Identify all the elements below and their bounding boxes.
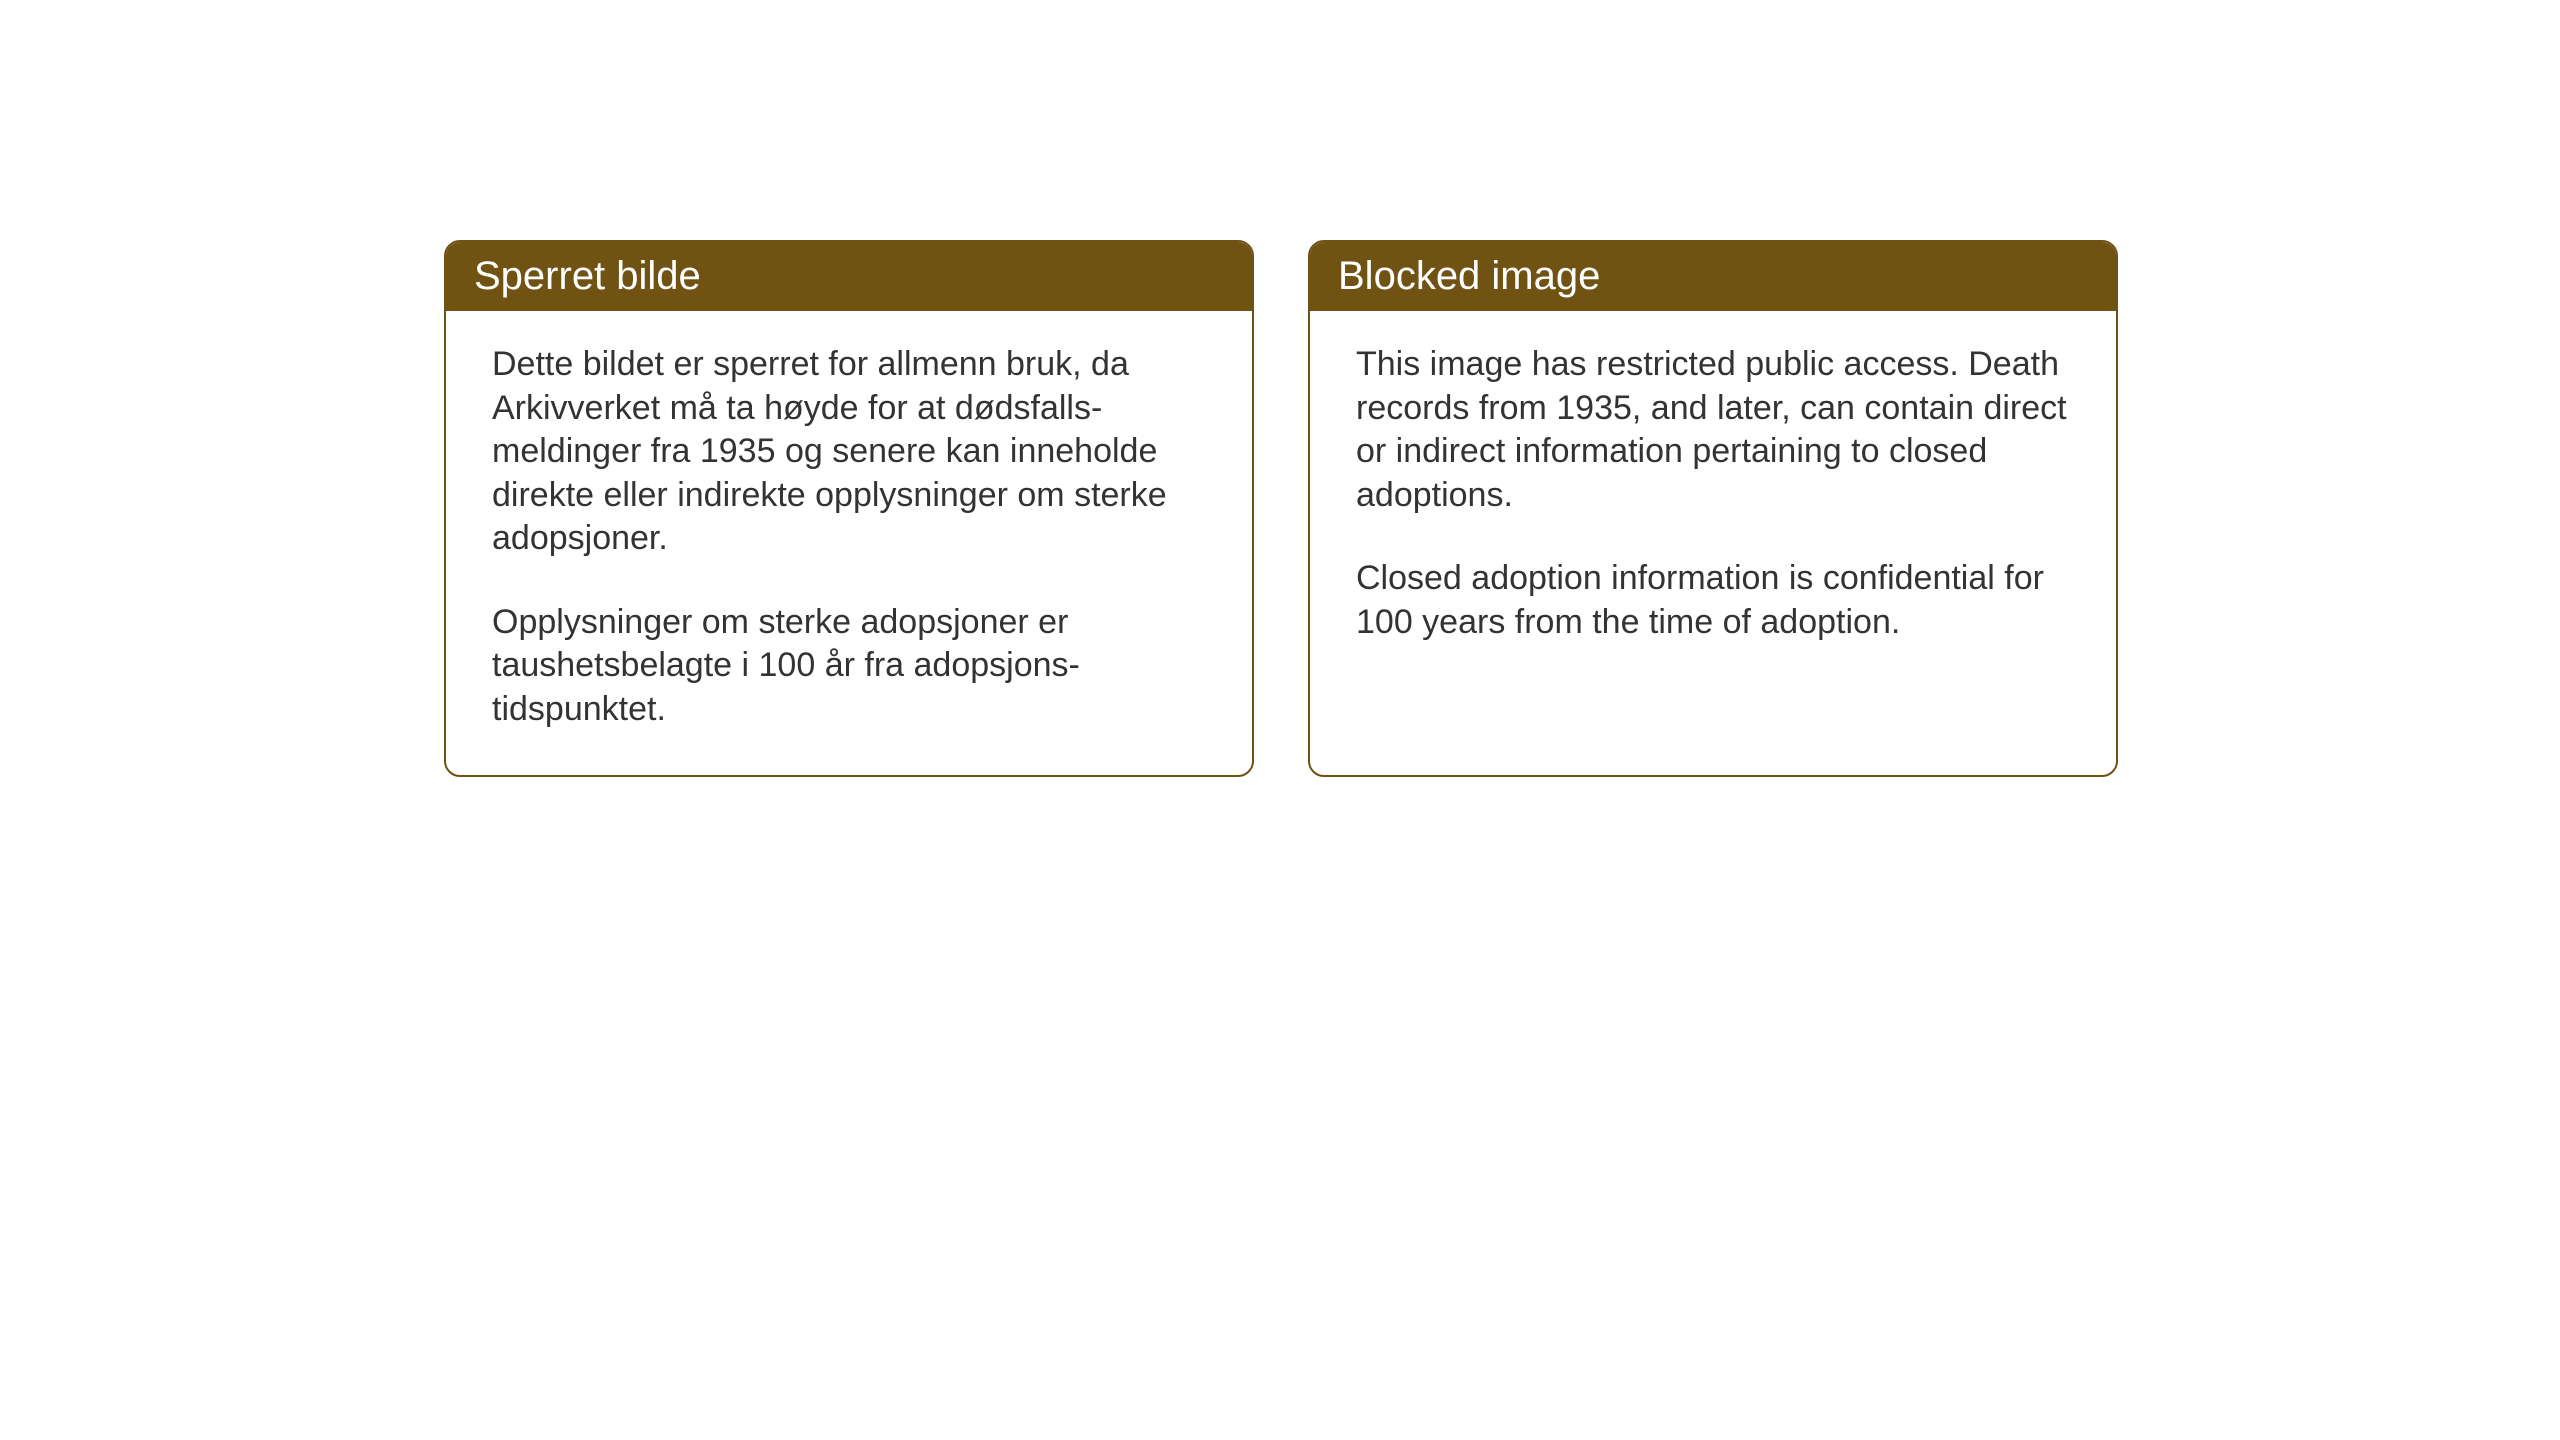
english-paragraph-2: Closed adoption information is confident… [1356,557,2070,644]
english-paragraph-1: This image has restricted public access.… [1356,343,2070,517]
norwegian-card-body: Dette bildet er sperret for allmenn bruk… [446,311,1252,775]
english-card-title: Blocked image [1310,242,2116,311]
norwegian-notice-card: Sperret bilde Dette bildet er sperret fo… [444,240,1254,777]
english-card-body: This image has restricted public access.… [1310,311,2116,688]
english-notice-card: Blocked image This image has restricted … [1308,240,2118,777]
notice-cards-container: Sperret bilde Dette bildet er sperret fo… [444,240,2118,777]
norwegian-card-title: Sperret bilde [446,242,1252,311]
norwegian-paragraph-2: Opplysninger om sterke adopsjoner er tau… [492,601,1206,732]
norwegian-paragraph-1: Dette bildet er sperret for allmenn bruk… [492,343,1206,561]
